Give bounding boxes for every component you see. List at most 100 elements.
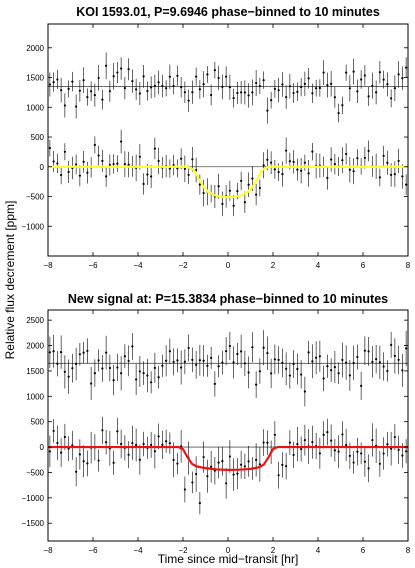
- data-point: [116, 366, 119, 369]
- y-tick-label: 1000: [26, 103, 44, 112]
- data-point: [378, 71, 381, 74]
- data-point: [97, 154, 100, 157]
- data-point: [397, 159, 400, 163]
- data-point: [393, 173, 396, 176]
- data-point: [311, 92, 314, 95]
- data-point: [225, 482, 228, 485]
- data-point: [97, 359, 100, 362]
- data-point: [108, 366, 111, 370]
- data-point: [82, 351, 85, 354]
- data-point: [153, 84, 156, 87]
- x-tick-label: 8: [406, 546, 411, 555]
- data-point: [127, 68, 130, 71]
- data-point: [390, 97, 393, 100]
- data-point: [326, 84, 329, 87]
- data-point: [138, 458, 141, 461]
- data-point: [67, 87, 70, 90]
- data-point: [277, 171, 280, 174]
- data-point: [105, 64, 108, 67]
- data-point: [176, 359, 179, 362]
- data-point: [157, 159, 160, 163]
- y-tick-label: 1500: [26, 74, 44, 83]
- data-point: [101, 159, 104, 163]
- transit-model-curve: [48, 445, 408, 472]
- data-point: [60, 451, 63, 454]
- data-point: [285, 149, 288, 152]
- data-point: [397, 358, 400, 361]
- data-point: [217, 365, 220, 368]
- data-point: [330, 369, 333, 372]
- data-point: [232, 361, 235, 364]
- data-point: [393, 435, 396, 439]
- data-point: [153, 366, 156, 369]
- transit-model-curve: [48, 165, 408, 199]
- data-point: [311, 360, 314, 363]
- data-point: [371, 84, 374, 87]
- data-point: [348, 374, 351, 377]
- data-point: [127, 359, 130, 363]
- data-point: [135, 88, 138, 91]
- data-point: [273, 358, 276, 361]
- data-point: [67, 170, 70, 174]
- data-point: [262, 346, 265, 349]
- data-point: [202, 191, 205, 195]
- data-point: [322, 377, 325, 380]
- data-point: [232, 473, 235, 476]
- data-point: [307, 77, 310, 80]
- data-point: [318, 452, 321, 455]
- data-point: [375, 91, 378, 94]
- data-point: [266, 351, 269, 355]
- data-point: [348, 454, 351, 457]
- data-point: [206, 364, 209, 367]
- data-point: [318, 355, 321, 358]
- data-point: [330, 158, 333, 161]
- data-point: [273, 87, 276, 91]
- data-point: [210, 93, 213, 97]
- data-point: [243, 91, 246, 94]
- data-point: [90, 90, 93, 93]
- data-point: [71, 367, 74, 370]
- data-point: [112, 75, 115, 78]
- data-point: [67, 375, 70, 378]
- data-point: [292, 362, 295, 366]
- data-point: [348, 168, 351, 171]
- data-point: [243, 362, 246, 365]
- data-point: [86, 462, 89, 465]
- data-point: [270, 99, 273, 102]
- data-point: [378, 361, 381, 364]
- y-tick-label: 500: [31, 418, 45, 427]
- data-point: [345, 71, 348, 74]
- data-point: [333, 96, 336, 99]
- data-point: [360, 78, 363, 81]
- data-point: [131, 345, 134, 348]
- data-point: [333, 163, 336, 166]
- data-point: [251, 91, 254, 94]
- data-point: [217, 76, 220, 80]
- data-point: [326, 365, 329, 368]
- data-point: [262, 164, 265, 167]
- data-point: [97, 459, 100, 462]
- data-point: [131, 80, 134, 83]
- x-tick-label: 8: [406, 261, 411, 270]
- data-point: [150, 443, 153, 446]
- data-point: [108, 90, 111, 93]
- data-point: [236, 190, 239, 193]
- data-point: [63, 150, 66, 153]
- panel-2-frame: [47, 309, 409, 542]
- data-point: [153, 147, 156, 150]
- data-point: [82, 160, 85, 163]
- data-point: [232, 204, 235, 207]
- data-point: [86, 95, 89, 99]
- data-point: [161, 443, 164, 446]
- data-point: [172, 360, 175, 363]
- data-point: [93, 93, 96, 97]
- data-point: [105, 351, 108, 354]
- data-point: [337, 112, 340, 115]
- data-point: [112, 162, 115, 166]
- data-point: [75, 105, 78, 108]
- x-tick-label: 4: [316, 546, 321, 555]
- data-point: [300, 373, 303, 376]
- data-point: [210, 356, 213, 359]
- data-point: [52, 81, 55, 84]
- data-point: [348, 87, 351, 90]
